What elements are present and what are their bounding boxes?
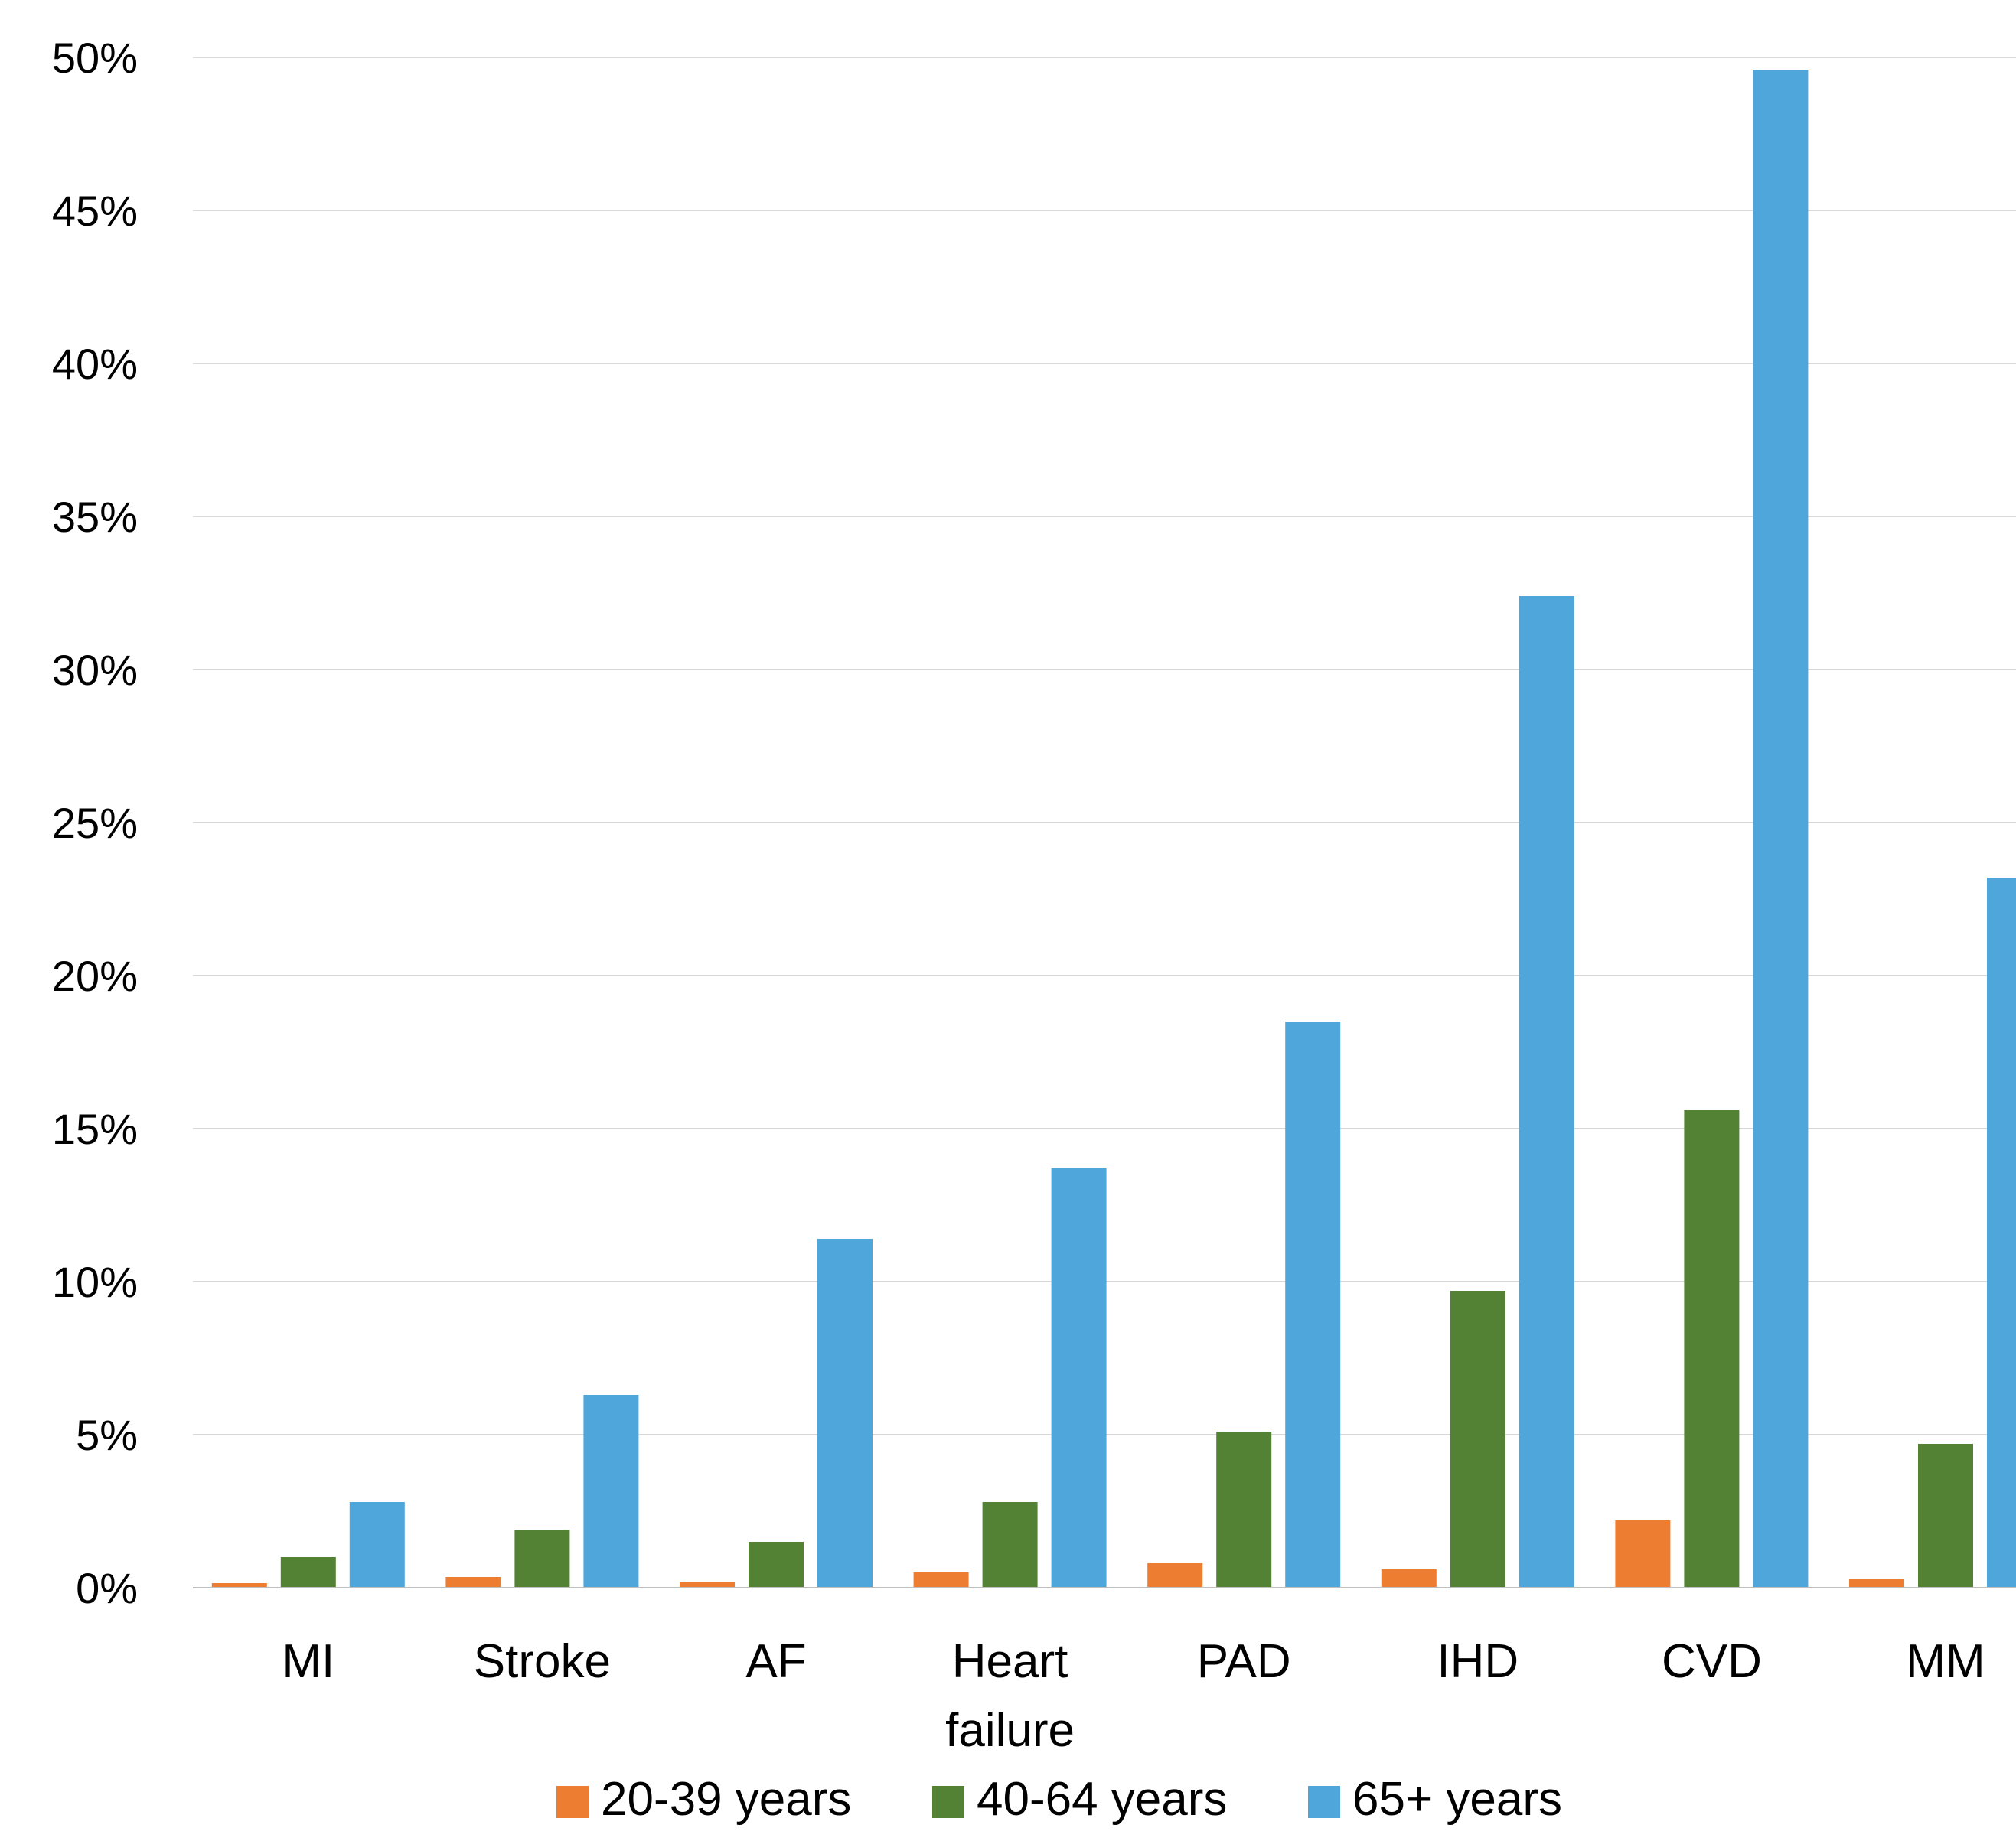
x-tick-label: AF [745,1635,806,1688]
bar [445,1577,501,1588]
legend-swatch [1308,1786,1340,1818]
legend-label: 20-39 years [601,1773,851,1826]
bar [817,1239,873,1588]
y-tick-label: 35% [52,493,138,541]
legend-swatch [556,1786,589,1818]
bar [1987,878,2016,1588]
y-axis-tick-labels: 0% 5% 10% 15% 20% 25% 30% 35% 40% 45% 50% [52,34,138,1612]
y-tick-label: 20% [52,952,138,1000]
y-tick-label: 10% [52,1258,138,1306]
bar [583,1395,639,1588]
y-tick-label: 30% [52,646,138,694]
bar [1147,1563,1203,1588]
y-tick-label: 50% [52,34,138,82]
bar [749,1542,804,1588]
bar [1753,70,1809,1588]
gridlines [193,57,2016,1435]
bar [1216,1432,1272,1588]
x-tick-label: PAD [1197,1635,1291,1688]
bars [211,70,2016,1588]
legend-item: 65+ years [1308,1773,1562,1826]
x-tick-label: CVD [1662,1635,1762,1688]
x-tick-label: IHD [1437,1635,1519,1688]
x-tick-label: Heart failure [945,1635,1075,1757]
x-tick-label: Stroke [474,1635,611,1688]
bar [1918,1444,1973,1588]
legend-item: 40-64 years [932,1773,1227,1826]
y-tick-label: 15% [52,1105,138,1153]
bar [1450,1291,1505,1588]
bar [1684,1110,1740,1588]
legend-label: 65+ years [1352,1773,1562,1826]
y-tick-label: 0% [76,1564,138,1612]
bar [1285,1022,1341,1588]
bar [514,1530,570,1588]
x-tick-label: MM [1906,1635,1985,1688]
y-tick-label: 25% [52,799,138,847]
x-tick-label: MI [282,1635,334,1688]
category-labels: MI Stroke AF Heart failure PAD IHD CVD MM [282,1635,1985,1757]
bar [1615,1520,1671,1588]
bar [1849,1579,1904,1588]
bar [680,1582,735,1588]
bar [211,1583,267,1588]
legend: 20-39 years 40-64 years 65+ years [556,1773,1562,1826]
bar [280,1557,336,1588]
bar [1381,1569,1437,1588]
bar [913,1572,969,1588]
y-tick-label: 45% [52,187,138,235]
legend-swatch [932,1786,964,1818]
legend-item: 20-39 years [556,1773,851,1826]
bar [1519,596,1574,1588]
legend-label: 40-64 years [977,1773,1227,1826]
bar [349,1502,405,1588]
y-tick-label: 5% [76,1411,138,1459]
bar [1051,1168,1107,1588]
y-tick-label: 40% [52,340,138,388]
bar [982,1502,1038,1588]
